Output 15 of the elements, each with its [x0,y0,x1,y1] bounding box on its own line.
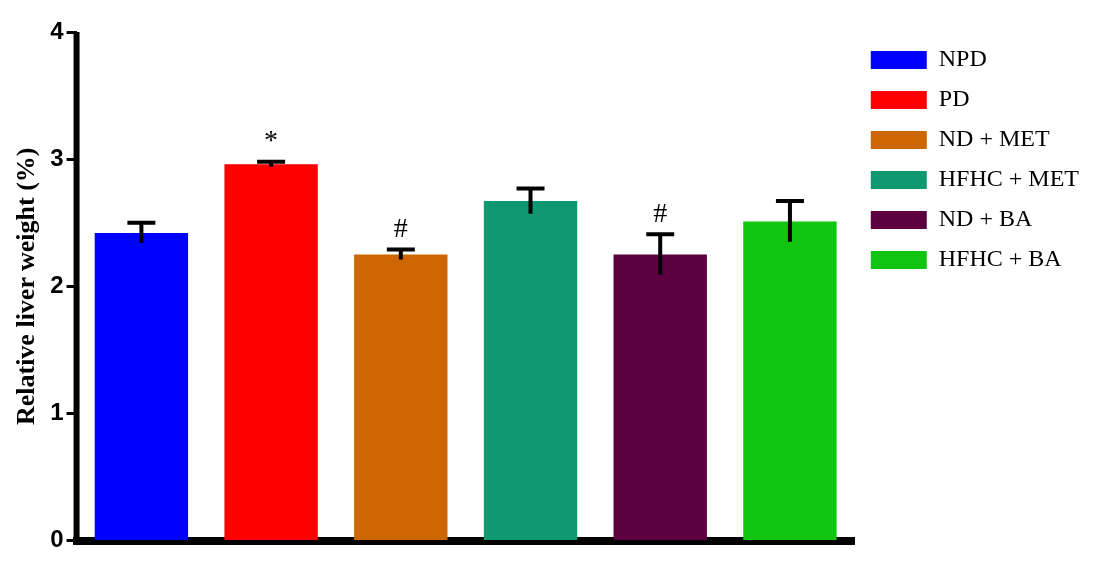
y-tick-label: 1 [50,398,64,426]
legend-label: NPD [938,45,987,72]
legend-label: PD [938,85,970,112]
y-tick-label: 0 [50,525,64,553]
y-tick-label: 3 [50,143,64,171]
legend-label: ND + BA [938,205,1033,232]
data-label: # [653,196,668,228]
legend-label: ND + MET [938,125,1050,152]
y-tick-label: 4 [50,16,65,44]
data-label: * [264,124,279,156]
legend-label: HFHC + MET [938,165,1080,192]
legend-label: HFHC + BA [938,245,1063,272]
data-label: # [393,211,408,243]
y-axis-title: Relative liver weight (%) [11,147,41,426]
y-tick-label: 2 [50,270,64,298]
